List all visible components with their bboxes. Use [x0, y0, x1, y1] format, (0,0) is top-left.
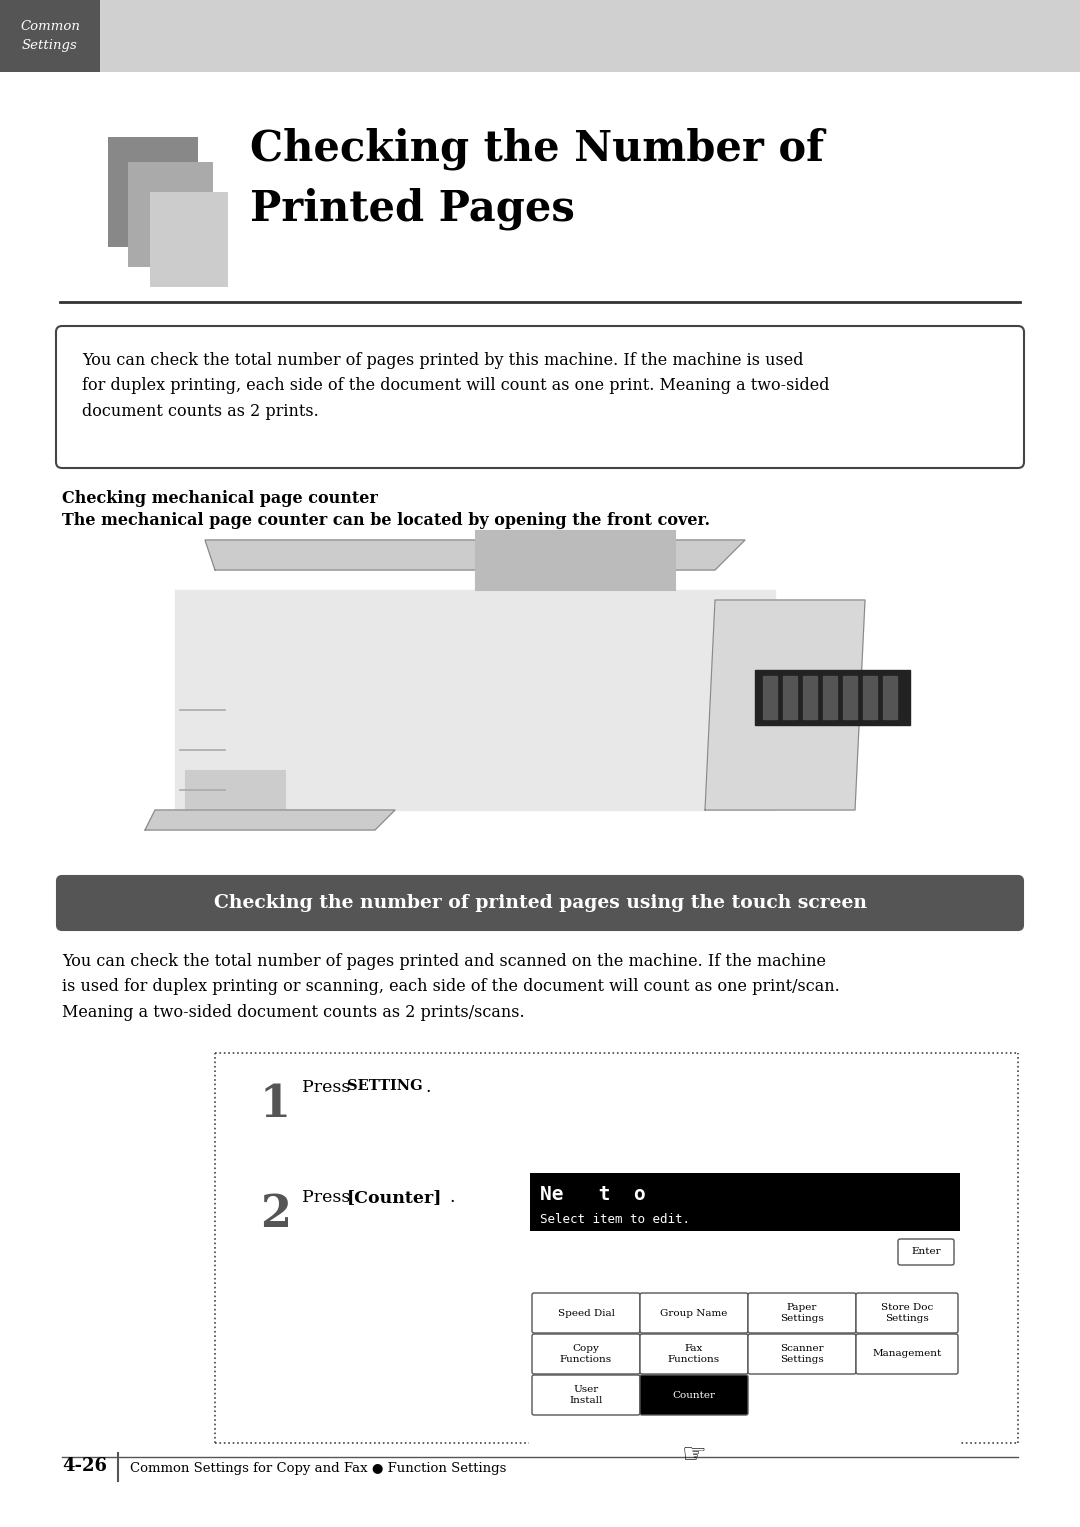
Text: Fax
Functions: Fax Functions	[667, 1344, 720, 1364]
Text: Speed Dial: Speed Dial	[557, 1309, 615, 1318]
Text: You can check the total number of pages printed by this machine. If the machine : You can check the total number of pages …	[82, 353, 829, 420]
Text: The mechanical page counter can be located by opening the front cover.: The mechanical page counter can be locat…	[62, 512, 710, 528]
FancyBboxPatch shape	[640, 1293, 748, 1333]
Text: You can check the total number of pages printed and scanned on the machine. If t: You can check the total number of pages …	[62, 953, 840, 1022]
Text: Checking the Number of: Checking the Number of	[249, 127, 824, 169]
FancyBboxPatch shape	[856, 1293, 958, 1333]
Bar	[175, 589, 775, 809]
Bar	[863, 676, 877, 719]
FancyBboxPatch shape	[856, 1335, 958, 1374]
Text: 1: 1	[260, 1083, 291, 1125]
Bar	[0, 0, 100, 72]
FancyBboxPatch shape	[532, 1335, 640, 1374]
Bar	[475, 530, 675, 589]
Text: Paper
Settings: Paper Settings	[780, 1304, 824, 1322]
Bar	[783, 676, 797, 719]
FancyBboxPatch shape	[897, 1238, 954, 1264]
Bar	[843, 676, 858, 719]
Bar	[108, 137, 198, 247]
Bar	[755, 670, 910, 725]
Text: Printed Pages: Printed Pages	[249, 186, 575, 229]
Text: Select item to edit.: Select item to edit.	[540, 1212, 690, 1226]
Bar	[804, 676, 816, 719]
Text: Ne   t  o: Ne t o	[540, 1185, 646, 1203]
Text: Press: Press	[302, 1190, 356, 1206]
Text: Common
Settings: Common Settings	[21, 20, 80, 52]
Text: .: .	[449, 1190, 455, 1206]
Text: Press: Press	[302, 1080, 356, 1096]
FancyBboxPatch shape	[748, 1293, 856, 1333]
Bar	[762, 676, 777, 719]
Polygon shape	[705, 600, 865, 809]
Text: Enter: Enter	[912, 1248, 941, 1257]
Bar	[530, 1231, 960, 1454]
FancyBboxPatch shape	[56, 325, 1024, 467]
Polygon shape	[205, 541, 745, 570]
Text: User
Install: User Install	[569, 1385, 603, 1405]
Text: Group Name: Group Name	[660, 1309, 728, 1318]
Bar	[530, 1173, 960, 1231]
Text: Copy
Functions: Copy Functions	[559, 1344, 612, 1364]
Text: ☞: ☞	[681, 1441, 706, 1469]
FancyBboxPatch shape	[748, 1335, 856, 1374]
Text: 2: 2	[260, 1193, 291, 1235]
Text: 4-26: 4-26	[62, 1457, 107, 1475]
Text: Common Settings for Copy and Fax ● Function Settings: Common Settings for Copy and Fax ● Funct…	[130, 1461, 507, 1475]
Text: Counter: Counter	[673, 1391, 715, 1400]
FancyBboxPatch shape	[640, 1335, 748, 1374]
Text: Scanner
Settings: Scanner Settings	[780, 1344, 824, 1364]
Polygon shape	[145, 809, 395, 831]
Text: Store Doc
Settings: Store Doc Settings	[881, 1304, 933, 1322]
Text: SETTING: SETTING	[347, 1080, 422, 1093]
Text: Checking the number of printed pages using the touch screen: Checking the number of printed pages usi…	[214, 893, 866, 912]
Bar	[150, 192, 228, 287]
Text: [Counter]: [Counter]	[347, 1190, 443, 1206]
Text: Checking mechanical page counter: Checking mechanical page counter	[62, 490, 378, 507]
FancyBboxPatch shape	[640, 1374, 748, 1416]
FancyBboxPatch shape	[57, 876, 1023, 930]
FancyBboxPatch shape	[532, 1293, 640, 1333]
Bar	[0, 0, 1080, 72]
Bar	[185, 770, 285, 809]
FancyBboxPatch shape	[532, 1374, 640, 1416]
Text: Management: Management	[873, 1350, 942, 1359]
Bar	[883, 676, 897, 719]
Bar	[129, 162, 213, 267]
Text: .: .	[426, 1080, 431, 1096]
Bar	[823, 676, 837, 719]
Bar	[530, 1173, 960, 1454]
